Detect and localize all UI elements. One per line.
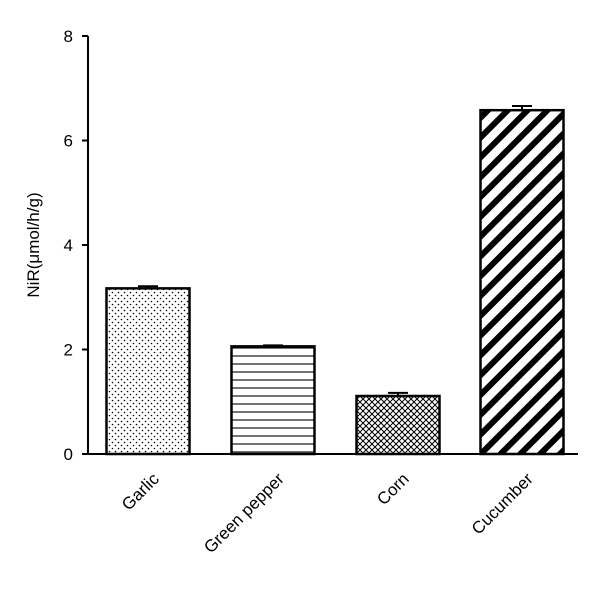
y-tick-label: 8 bbox=[64, 27, 73, 46]
y-tick-label: 2 bbox=[64, 341, 73, 360]
x-tick-label: Garlic bbox=[118, 469, 163, 514]
bar-garlic bbox=[105, 287, 191, 456]
bar-green-pepper bbox=[230, 345, 316, 456]
y-tick-label: 6 bbox=[64, 132, 73, 151]
plot-area: 0 2 4 6 8 Garlic Green pepper Corn Cucumber bbox=[64, 27, 578, 557]
y-axis-title: NiR(μmol/h/g) bbox=[24, 192, 43, 297]
x-tick-label: Cucumber bbox=[468, 469, 537, 538]
bar-cucumber bbox=[479, 108, 565, 456]
x-tick-label: Corn bbox=[373, 469, 412, 508]
x-tick-label: Green pepper bbox=[200, 469, 288, 557]
y-tick-label: 0 bbox=[64, 445, 73, 464]
y-tick-label: 4 bbox=[64, 236, 73, 255]
bar-corn bbox=[355, 394, 441, 456]
